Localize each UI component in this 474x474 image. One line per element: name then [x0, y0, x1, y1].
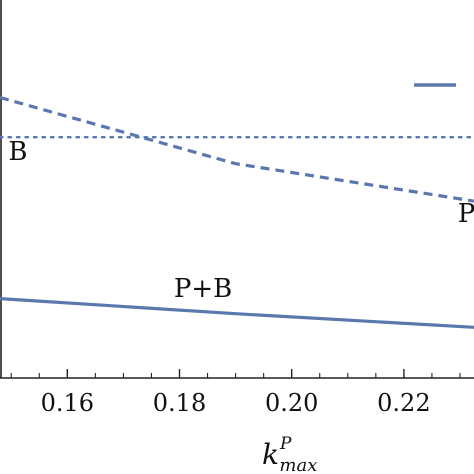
- x-axis-label-main: k: [262, 438, 279, 471]
- annotation-b: B: [8, 137, 27, 167]
- series-line-pb: [0, 297, 474, 329]
- axes: 0.16 0.18 0.20 0.22: [0, 0, 474, 417]
- x-tick-label: 0.22: [377, 389, 430, 417]
- annotation-p: P: [458, 199, 474, 229]
- x-axis-label-subscript: max: [279, 455, 317, 474]
- x-axis-label: kP max: [262, 434, 317, 474]
- series-lines: [0, 95, 474, 329]
- x-tick-label: 0.18: [153, 389, 206, 417]
- x-tick-label: 0.20: [265, 389, 318, 417]
- x-tick-label: 0.16: [41, 389, 94, 417]
- annotations: B P+B P: [8, 137, 474, 304]
- annotation-pb: P+B: [174, 274, 232, 304]
- x-axis-label-superscript: P: [279, 434, 292, 454]
- series-line-p: [0, 95, 474, 203]
